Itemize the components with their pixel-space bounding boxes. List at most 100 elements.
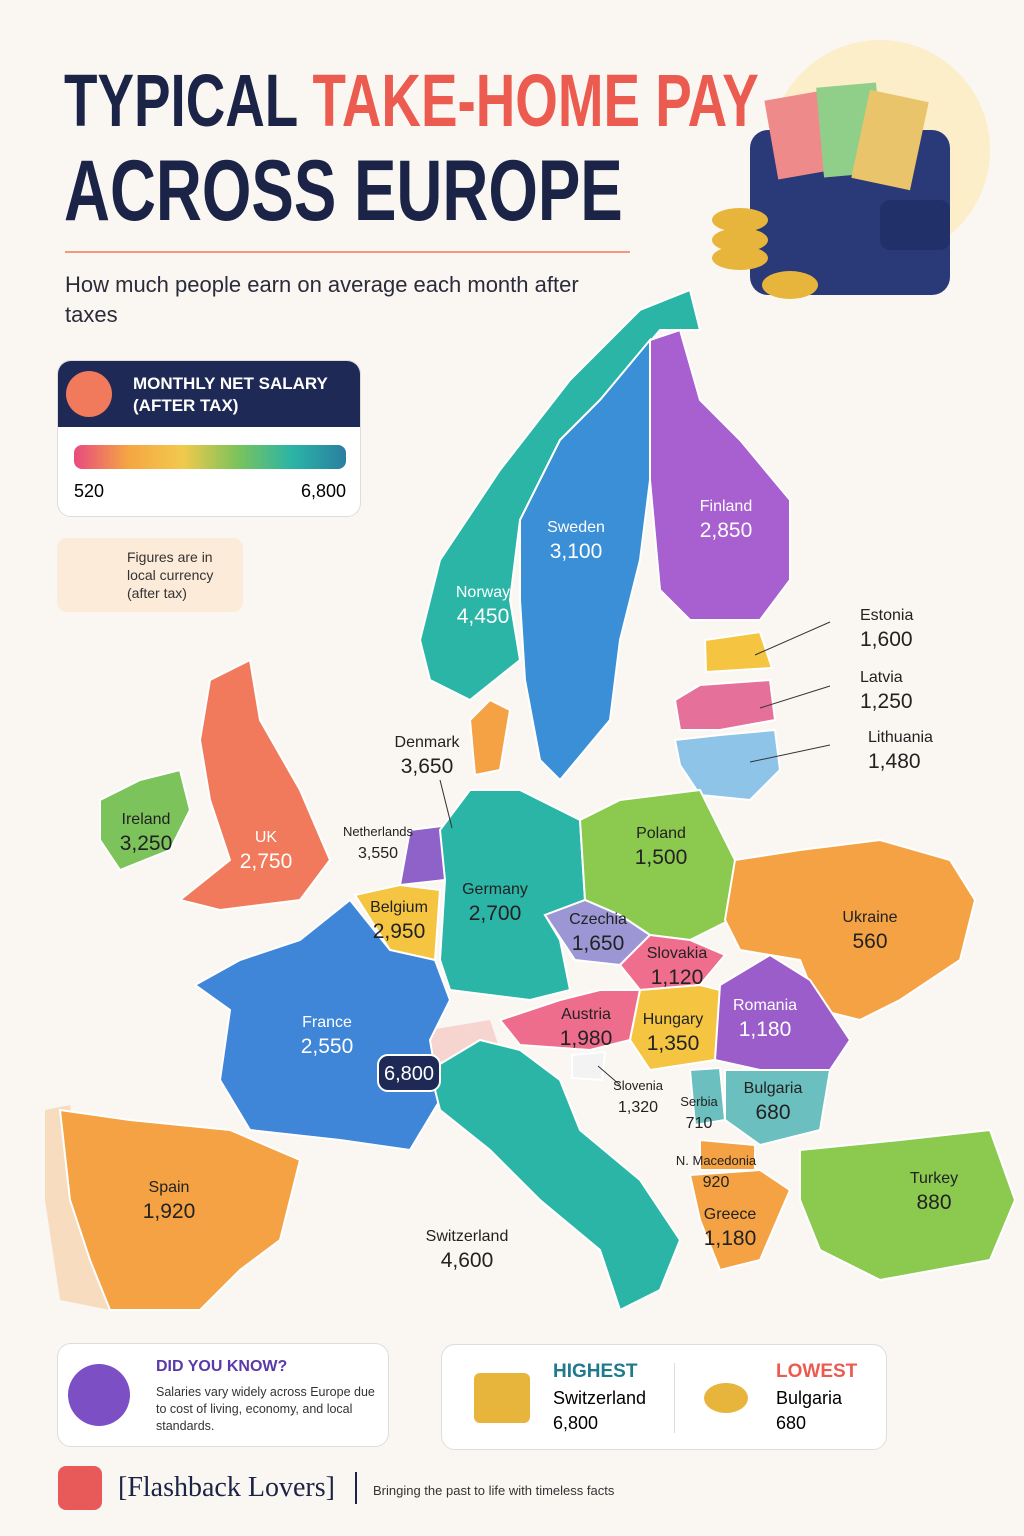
highlight-badge <box>377 1054 441 1092</box>
legend-title: MONTHLY NET SALARY (AFTER TAX) <box>133 374 328 416</box>
country-value: 1,180 <box>739 1018 792 1041</box>
country-name: Germany <box>462 881 528 898</box>
title-part: TAKE-HOME PAY <box>312 59 759 142</box>
logo <box>58 1466 102 1510</box>
country-name: Denmark <box>395 734 461 751</box>
country-value: 1,650 <box>572 932 625 955</box>
country-name: Norway <box>456 584 510 601</box>
country-value: 3,100 <box>550 540 603 563</box>
country <box>723 838 977 1022</box>
subtitle: How much people earn on average each mon… <box>65 272 579 327</box>
country-name: Netherlands <box>343 824 414 839</box>
country-value: 3,550 <box>358 845 398 862</box>
country-value: 1,500 <box>635 846 688 869</box>
country-value: 2,750 <box>240 850 293 873</box>
country-name: Poland <box>636 825 686 842</box>
country-value: 920 <box>703 1174 730 1191</box>
country-name: N. Macedonia <box>676 1153 757 1168</box>
title: TYPICAL TAKE-HOME PAY <box>64 64 759 138</box>
highest-title: HIGHEST <box>553 1361 638 1382</box>
country <box>99 768 192 872</box>
country <box>799 1128 1017 1282</box>
country-name: Estonia <box>860 607 913 624</box>
country-value: 680 <box>755 1101 790 1124</box>
country <box>438 789 587 1002</box>
country-value: 880 <box>916 1191 951 1214</box>
country <box>353 883 442 962</box>
country <box>703 630 774 674</box>
country-name: Bulgaria <box>744 1080 803 1097</box>
country-value: 1,600 <box>860 628 913 651</box>
country-name: Switzerland <box>426 1228 509 1245</box>
country-value: 1,180 <box>704 1227 757 1250</box>
title: ACROSS EUROPE <box>64 143 623 239</box>
country-value: 1,250 <box>860 690 913 713</box>
country-value: 1,920 <box>143 1200 196 1223</box>
highlight-value: 6,800 <box>384 1063 434 1085</box>
country-name: UK <box>255 829 278 846</box>
leader-line <box>597 1065 621 1086</box>
country-value: 710 <box>686 1115 713 1132</box>
country-name: Belgium <box>370 899 428 916</box>
country-value: 560 <box>852 930 887 953</box>
country-value: 1,350 <box>647 1032 700 1055</box>
country-value: 3,250 <box>120 832 173 855</box>
country-name: Ireland <box>122 811 171 828</box>
country-name: Romania <box>733 997 797 1014</box>
country-value: 1,980 <box>560 1027 613 1050</box>
note: Figures are in local currency (after tax… <box>127 549 214 602</box>
country-value: 4,600 <box>441 1249 494 1272</box>
lowest-value: 680 <box>776 1413 807 1433</box>
country <box>571 1050 607 1082</box>
country-name: Slovakia <box>647 945 708 962</box>
lowest-country: Bulgaria <box>776 1388 843 1408</box>
country-value: 1,120 <box>651 966 704 989</box>
country-value: 4,450 <box>457 605 510 628</box>
country-name: Austria <box>561 1006 611 1023</box>
dyk-title: DID YOU KNOW? <box>156 1358 288 1375</box>
country-name: France <box>302 1014 352 1031</box>
highest-country: Switzerland <box>553 1388 647 1408</box>
country <box>177 658 332 912</box>
country-value: 1,320 <box>618 1099 658 1116</box>
title-part: TYPICAL <box>64 59 298 142</box>
legend-min: 520 <box>74 481 105 501</box>
color-scale <box>74 445 346 469</box>
brand: [Flashback Lovers] <box>118 1472 335 1503</box>
country-name: Slovenia <box>613 1078 664 1093</box>
lowest-title: LOWEST <box>776 1361 858 1382</box>
legend: MONTHLY NET SALARY (AFTER TAX) 520 6,800 <box>57 360 361 517</box>
country-value: 2,850 <box>700 519 753 542</box>
decor <box>45 40 990 1310</box>
country-name: Sweden <box>547 519 605 536</box>
country-name: Spain <box>149 1179 190 1196</box>
country-value: 2,700 <box>469 902 522 925</box>
country <box>724 1069 832 1147</box>
country-name: Hungary <box>643 1011 703 1028</box>
country <box>673 728 782 802</box>
leader-line <box>759 685 831 709</box>
country-name: Czechia <box>569 911 627 928</box>
leader-line <box>439 779 453 829</box>
country <box>519 337 672 782</box>
did-you-know: DID YOU KNOW? Salaries vary widely acros… <box>57 1343 389 1447</box>
country-value: 1,480 <box>868 750 921 773</box>
country-name: Latvia <box>860 669 903 686</box>
leader-line <box>749 744 831 763</box>
country <box>58 1108 302 1311</box>
tagline: Bringing the past to life with timeless … <box>373 1483 615 1498</box>
country-name: Finland <box>700 498 752 515</box>
legend-max: 6,800 <box>300 481 346 501</box>
dyk-text: Salaries vary widely across Europe due t… <box>156 1385 375 1433</box>
country <box>673 678 777 731</box>
country-value: 2,550 <box>301 1035 354 1058</box>
leader-line <box>754 621 831 656</box>
highest-value: 6,800 <box>553 1413 599 1433</box>
country <box>649 328 791 621</box>
country <box>688 1168 792 1272</box>
country <box>428 1038 682 1312</box>
country-name: Turkey <box>910 1170 958 1187</box>
country-name: Ukraine <box>842 909 897 926</box>
